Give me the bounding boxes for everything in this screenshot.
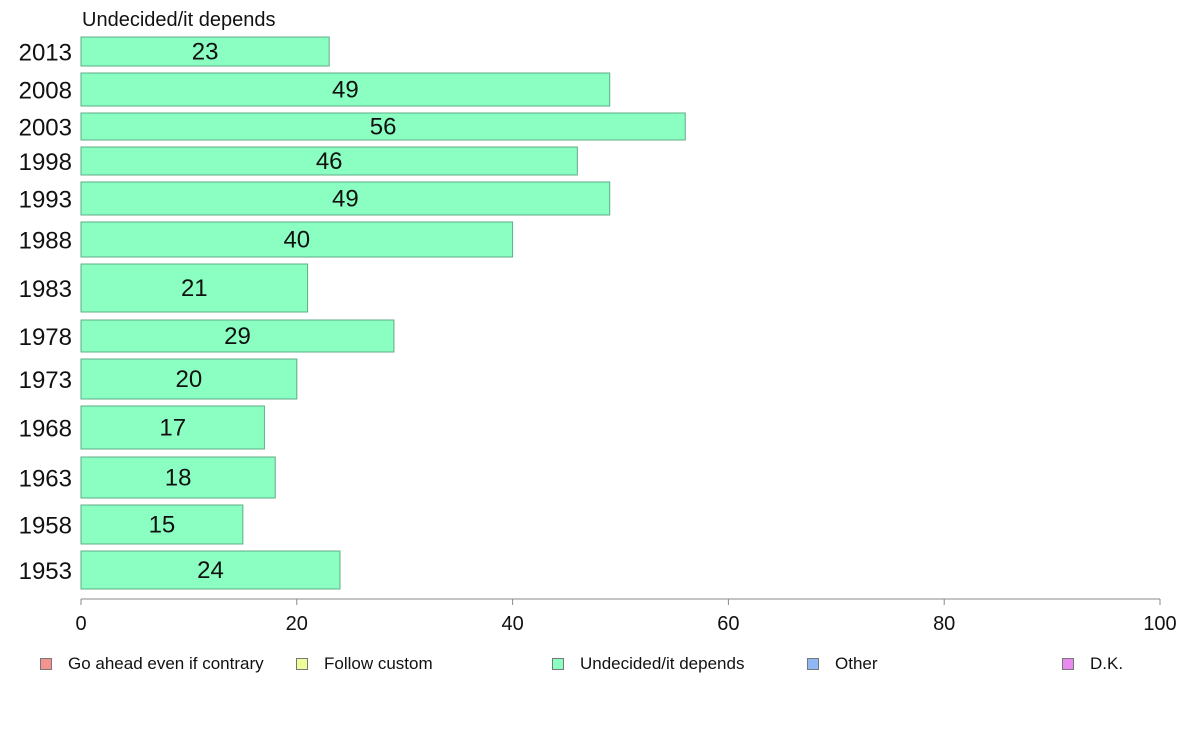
bar-value-label: 24: [197, 557, 224, 584]
category-label: 2013: [19, 40, 72, 67]
legend-item-follow-custom: Follow custom: [296, 654, 433, 674]
bar-1958: [80, 504, 244, 545]
legend-item-go-ahead: Go ahead even if contrary: [40, 654, 264, 674]
bar-value-label: 46: [316, 148, 343, 175]
legend-item-undecided: Undecided/it depends: [552, 654, 744, 674]
category-label: 1988: [19, 228, 72, 255]
x-tick-label: 100: [1143, 613, 1176, 635]
bar-value-label: 17: [159, 415, 186, 442]
bar-1963: [80, 456, 276, 499]
category-label: 1973: [19, 367, 72, 394]
x-tick-label: 20: [286, 613, 308, 635]
bar-1968: [80, 405, 265, 450]
x-tick-label: 80: [933, 613, 955, 635]
bar-2013: [80, 36, 330, 67]
bar-1973: [80, 358, 298, 400]
category-label: 1978: [19, 324, 72, 351]
bar-value-label: 49: [332, 77, 359, 104]
bar-value-label: 15: [149, 512, 176, 539]
legend-swatch: [807, 658, 819, 670]
category-label: 1993: [19, 187, 72, 214]
x-tick-label: 60: [717, 613, 739, 635]
legend-item-dk: D.K.: [1062, 654, 1123, 674]
bar-2008: [80, 72, 611, 107]
category-label: 1958: [19, 513, 72, 540]
bar-1998: [80, 146, 578, 176]
category-label: 2003: [19, 115, 72, 142]
legend-label: Go ahead even if contrary: [68, 654, 264, 673]
category-label: 1968: [19, 416, 72, 443]
legend-swatch: [552, 658, 564, 670]
legend-swatch: [40, 658, 52, 670]
bar-value-label: 49: [332, 186, 359, 213]
legend-label: Undecided/it depends: [580, 654, 745, 673]
legend-item-other: Other: [807, 654, 878, 674]
legend: Go ahead even if contrary Follow custom …: [0, 654, 1188, 674]
bars-group: 23 2013 49 2008 56 2003 46 1998 49 1993 40 1988 21 19…: [19, 36, 686, 590]
bar-2003: [80, 112, 686, 141]
category-label: 1983: [19, 276, 72, 303]
bar-value-label: 29: [224, 323, 251, 350]
category-label: 2008: [19, 78, 72, 105]
bar-1953: [80, 550, 341, 590]
bar-value-label: 20: [176, 366, 203, 393]
bar-1988: [80, 221, 514, 258]
bar-value-label: 23: [192, 39, 219, 66]
bar-value-label: 40: [283, 227, 310, 254]
chart-title: Undecided/it depends: [82, 9, 275, 31]
legend-swatch: [296, 658, 308, 670]
legend-label: Other: [835, 654, 878, 673]
bar-value-label: 18: [165, 465, 192, 492]
legend-label: D.K.: [1090, 654, 1124, 673]
x-tick-label: 40: [501, 613, 523, 635]
bar-1978: [80, 319, 395, 353]
bar-1983: [80, 263, 309, 313]
x-tick-label: 0: [75, 613, 86, 635]
x-axis: 0 20 40 60 80 100: [75, 598, 1177, 635]
category-label: 1963: [19, 466, 72, 493]
bar-value-label: 56: [370, 114, 397, 141]
category-label: 1998: [19, 149, 72, 176]
bar-value-label: 21: [181, 275, 208, 302]
bar-chart: Undecided/it depends 23 2013 49 2008 56 2003 4…: [19, 9, 1177, 635]
bar-1993: [80, 181, 611, 216]
legend-label: Follow custom: [324, 654, 433, 673]
legend-swatch: [1062, 658, 1074, 670]
category-label: 1953: [19, 558, 72, 585]
